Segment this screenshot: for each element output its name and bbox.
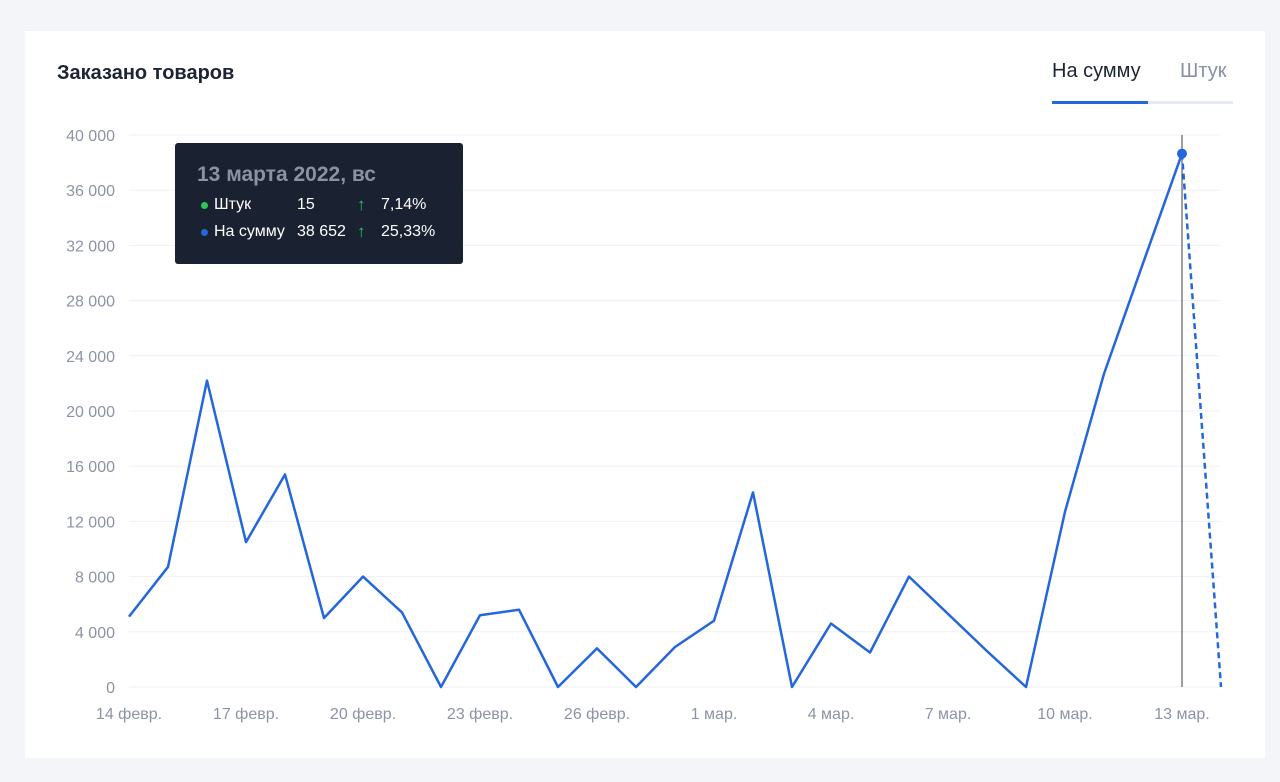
- chart-title: Заказано товаров: [57, 62, 235, 84]
- x-tick-label: 4 мар.: [808, 706, 855, 723]
- arrow-up-icon: ↑: [357, 195, 366, 214]
- tooltip-row-name: Штук: [214, 196, 252, 213]
- forecast-dashed-line: [1180, 153, 1223, 688]
- grid-lines: [129, 134, 1220, 688]
- x-tick-label: 17 февр.: [213, 706, 279, 723]
- tooltip-date: 13 марта 2022, вс: [197, 163, 376, 186]
- tooltip-row-value: 15: [297, 196, 315, 213]
- y-tick-label: 8 000: [75, 570, 115, 587]
- tooltip-row-name: На сумму: [214, 223, 285, 240]
- arrow-up-icon: ↑: [357, 222, 366, 241]
- x-tick-label: 26 февр.: [564, 706, 630, 723]
- tab-sum[interactable]: На сумму: [1052, 60, 1141, 82]
- x-tick-label: 10 мар.: [1037, 706, 1092, 723]
- x-tick-label: 20 февр.: [330, 706, 396, 723]
- y-tick-label: 16 000: [66, 459, 115, 476]
- sum-dot-icon: [201, 229, 208, 236]
- x-tick-label: 23 февр.: [447, 706, 513, 723]
- y-tick-label: 0: [106, 680, 115, 697]
- x-tick-label: 14 февр.: [96, 706, 162, 723]
- y-tick-label: 32 000: [66, 238, 115, 255]
- y-axis-ticks: 0 4 000 8 000 12 000 16 000 20 000 24 000 28 00…: [66, 128, 115, 697]
- x-tick-label: 1 мар.: [691, 706, 738, 723]
- metric-tabs: На сумму Штук: [1052, 60, 1233, 104]
- tooltip-row-change: 7,14%: [381, 196, 427, 213]
- pieces-dot-icon: [201, 202, 208, 209]
- x-axis-ticks: 14 февр. 17 февр. 20 февр. 23 февр. 26 февр.…: [96, 706, 1210, 723]
- active-tab-indicator: [1052, 101, 1148, 104]
- series-line: [128, 153, 1184, 689]
- highlight-point[interactable]: [1177, 148, 1187, 159]
- tooltip: 13 марта 2022, вс Штук 15 ↑ 7,14% На сум…: [175, 143, 463, 264]
- tab-pieces[interactable]: Штук: [1180, 60, 1227, 82]
- y-tick-label: 4 000: [75, 625, 115, 642]
- y-tick-label: 12 000: [66, 514, 115, 531]
- x-tick-label: 7 мар.: [925, 706, 972, 723]
- y-tick-label: 40 000: [66, 128, 115, 145]
- y-tick-label: 20 000: [66, 404, 115, 421]
- y-tick-label: 28 000: [66, 294, 115, 311]
- y-tick-label: 24 000: [66, 349, 115, 366]
- tooltip-row-value: 38 652: [297, 223, 346, 240]
- tooltip-row-change: 25,33%: [381, 223, 436, 240]
- x-tick-label: 13 мар.: [1154, 706, 1209, 723]
- y-tick-label: 36 000: [66, 183, 115, 200]
